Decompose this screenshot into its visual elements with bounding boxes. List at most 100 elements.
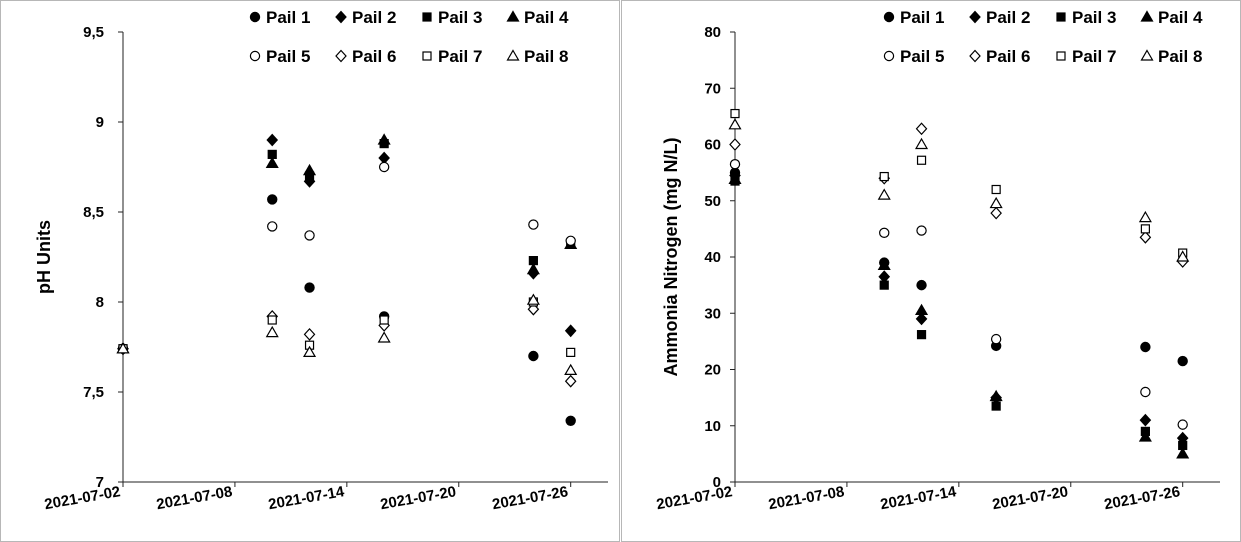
x-tick-label: 2021-07-08 [155,483,234,513]
legend-marker [883,50,895,62]
data-point [879,280,889,290]
data-point [526,262,540,275]
data-point [1138,430,1152,442]
legend-marker [969,49,981,63]
y-tick-label: 20 [704,362,721,379]
legend-marker [506,10,520,22]
legend-marker [422,12,432,22]
series-pail-7 [730,108,1188,258]
data-point [565,235,576,246]
y-tick-label: 60 [704,137,721,154]
data-point [302,345,317,357]
y-tick-label: 9,5 [83,24,104,41]
y-tick-label: 30 [704,305,721,322]
data-point [989,389,1003,402]
data-point [915,122,928,136]
series-pail-6 [729,122,1189,268]
legend: Pail 1 Pail 2 Pail 3 Pail 4 Pail 5 Pail 6 Pail… [249,8,569,66]
series-pail-2 [117,133,577,356]
y-axis-label: pH Units [34,220,54,294]
legend-label: Pail 4 [524,8,569,27]
data-point [915,312,928,326]
ph-chart: 7 7,5 8 8,5 9 9,5 2021-07-02 2021-07-08 2021-07-… [0,0,620,542]
y-tick-label: 40 [704,249,721,266]
data-point [1139,230,1152,244]
chart-border [0,0,620,542]
series-pail-4 [116,133,578,354]
data-point [728,118,742,130]
series-pail-1 [117,194,576,426]
data-point [1140,341,1151,353]
data-point [990,333,1002,345]
legend-marker [1140,49,1154,61]
data-point [267,315,277,325]
legend-marker [969,10,981,24]
data-point [877,258,891,271]
legend-label: Pail 6 [986,47,1030,66]
series-pail-1 [729,167,1188,367]
data-point [564,324,577,338]
data-point [877,188,891,200]
x-tick-label: 2021-07-02 [655,483,734,513]
data-point [302,163,317,176]
legend-label: Pail 2 [986,8,1030,27]
y-tick-label: 10 [704,418,721,435]
data-point [879,227,890,239]
data-point [304,230,315,241]
data-point [914,303,929,316]
data-point [729,138,741,151]
data-point [916,225,927,236]
legend-marker [422,51,432,61]
legend-label: Pail 7 [438,47,482,66]
y-tick-label: 50 [704,193,721,210]
y-tick-label: 8 [96,294,104,311]
legend-label: Pail 5 [266,47,310,66]
x-tick-label: 2021-07-08 [767,483,846,513]
y-tick-label: 7,5 [83,384,104,401]
data-point [1177,355,1188,367]
legend: Pail 1 Pail 2 Pail 3 Pail 4 Pail 5 Pail 6 Pail… [883,8,1203,66]
legend-marker [249,50,261,62]
legend-marker [335,10,347,24]
series-pail-3 [730,176,1188,451]
series-pail-5 [729,158,1188,430]
data-point [377,133,391,145]
data-point [377,331,391,343]
legend-label: Pail 1 [266,8,310,27]
x-tick-label: 2021-07-02 [43,483,122,513]
data-point [267,194,278,205]
data-point [528,350,539,362]
data-point [916,279,927,291]
x-tick-label: 2021-07-26 [491,483,570,513]
legend-marker [1056,12,1066,22]
data-point [879,171,889,182]
legend-marker [249,11,261,23]
series-pail-6 [117,302,577,388]
x-tick-label: 2021-07-20 [991,483,1070,513]
data-point [565,415,576,426]
legend-label: Pail 1 [900,8,944,27]
data-point [564,363,578,375]
legend-label: Pail 5 [900,47,944,66]
data-point [1140,386,1151,398]
legend-marker [1140,10,1154,22]
data-point [1139,413,1152,427]
y-axis-label: Ammonia Nitrogen (mg N/L) [661,138,681,377]
series-pail-5 [117,161,576,354]
data-point [1177,419,1188,430]
series-pail-3 [118,139,576,354]
legend-label: Pail 8 [1158,47,1202,66]
data-point [267,221,278,232]
data-point [1140,224,1150,234]
data-point [914,137,929,150]
series-pail-8 [728,118,1190,262]
legend-label: Pail 7 [1072,47,1116,66]
legend-label: Pail 4 [1158,8,1203,27]
legend-marker [1056,51,1066,61]
data-point [304,282,315,293]
y-tick-label: 0 [713,474,721,491]
legend-marker [506,49,520,61]
legend-label: Pail 3 [438,8,482,27]
x-tick-label: 2021-07-20 [379,483,458,513]
x-tick-label: 2021-07-14 [267,483,346,513]
